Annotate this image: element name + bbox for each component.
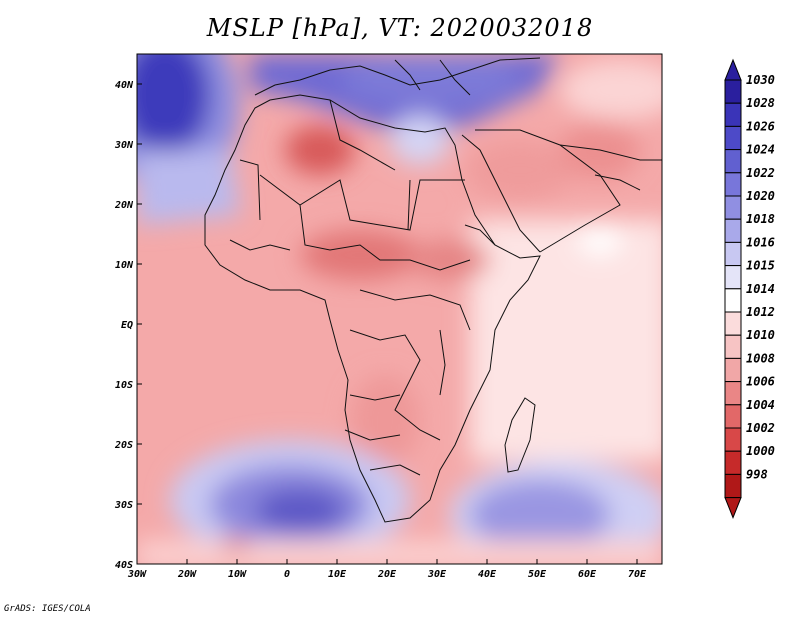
x-tick-label: 40E bbox=[478, 569, 497, 580]
colorbar-top-arrow bbox=[724, 58, 742, 81]
y-tick-label: 40S bbox=[115, 560, 133, 571]
colorbar-label: 1024 bbox=[746, 143, 775, 157]
colorbar-label: 1028 bbox=[746, 96, 775, 110]
x-tick-label: 20E bbox=[377, 569, 397, 580]
x-tick-label: 50E bbox=[528, 569, 547, 580]
x-tick-label: 30E bbox=[427, 569, 447, 580]
colorbar-swatch bbox=[724, 288, 742, 313]
colorbar-swatch bbox=[724, 381, 742, 406]
coastlines bbox=[204, 57, 662, 523]
colorbar-swatch bbox=[724, 195, 742, 220]
grads-credit: GrADS: IGES/COLA bbox=[4, 604, 91, 614]
colorbar-swatch bbox=[724, 311, 742, 336]
map-frame bbox=[136, 53, 663, 565]
y-tick-label: 10N bbox=[115, 260, 134, 271]
pressure-field bbox=[137, 54, 662, 564]
colorbar-label: 1006 bbox=[746, 375, 775, 389]
colorbar-swatch bbox=[724, 125, 742, 151]
x-tick-label: 10W bbox=[228, 569, 247, 580]
colorbar-swatch bbox=[724, 218, 742, 243]
x-tick-label: 0 bbox=[284, 569, 290, 580]
colorbar-label: 1030 bbox=[746, 73, 775, 87]
x-axis-labels: 30W 20W 10W 0 10E 20E 30E 40E 50E 60E 70E bbox=[127, 569, 647, 580]
colorbar-swatch bbox=[724, 427, 742, 452]
colorbar-swatch bbox=[724, 149, 742, 174]
colorbar-swatch bbox=[724, 450, 742, 475]
colorbar-bottom-arrow bbox=[724, 497, 742, 519]
colorbar-label: 1018 bbox=[746, 212, 775, 226]
colorbar-label: 1020 bbox=[746, 189, 775, 203]
colorbar-label: 1004 bbox=[746, 398, 775, 412]
y-tick-label: 10S bbox=[115, 380, 133, 391]
colorbar-label: 1012 bbox=[746, 305, 775, 319]
x-tick-label: 20W bbox=[177, 569, 197, 580]
colorbar-swatch bbox=[724, 404, 742, 429]
y-tick-label: 30N bbox=[114, 140, 134, 151]
colorbar-label: 1026 bbox=[746, 119, 775, 133]
y-tick-label: 40N bbox=[115, 80, 134, 91]
colorbar-swatch bbox=[724, 334, 742, 359]
colorbar-label: 1000 bbox=[746, 444, 775, 458]
colorbar-label: 1002 bbox=[746, 421, 775, 435]
y-tick-label: 20N bbox=[114, 200, 134, 211]
colorbar-label: 1016 bbox=[746, 235, 775, 249]
x-tick-label: 70E bbox=[628, 569, 647, 580]
x-tick-label: 30W bbox=[127, 569, 147, 580]
colorbar-swatch bbox=[724, 357, 742, 383]
colorbar-label: 1022 bbox=[746, 166, 775, 180]
colorbar-label: 1014 bbox=[746, 282, 775, 296]
y-tick-label: EQ bbox=[121, 320, 133, 331]
colorbar-swatch bbox=[724, 79, 742, 104]
y-tick-label: 20S bbox=[114, 440, 133, 451]
colorbar-swatch bbox=[724, 102, 742, 127]
axis-ticks bbox=[136, 83, 638, 565]
y-tick-label: 30S bbox=[114, 500, 133, 511]
colorbar-swatch bbox=[724, 265, 742, 290]
map-title: MSLP [hPa], VT: 2020032018 bbox=[206, 14, 594, 42]
colorbar-label: 1010 bbox=[746, 328, 775, 342]
colorbar-swatch bbox=[724, 172, 742, 197]
colorbar-swatch bbox=[724, 241, 742, 267]
colorbar-swatch bbox=[724, 473, 742, 499]
y-axis-labels: 40N 30N 20N 10N EQ 10S 20S 30S 40S bbox=[114, 80, 134, 571]
colorbar-label: 1015 bbox=[746, 259, 775, 273]
x-tick-label: 60E bbox=[578, 569, 597, 580]
colorbar-label: 998 bbox=[746, 467, 768, 481]
colorbar: 1030 1028 1026 1024 1022 1020 1018 1016 1015 1014… bbox=[724, 58, 775, 519]
colorbar-label: 1008 bbox=[746, 351, 775, 365]
x-tick-label: 10E bbox=[328, 569, 347, 580]
